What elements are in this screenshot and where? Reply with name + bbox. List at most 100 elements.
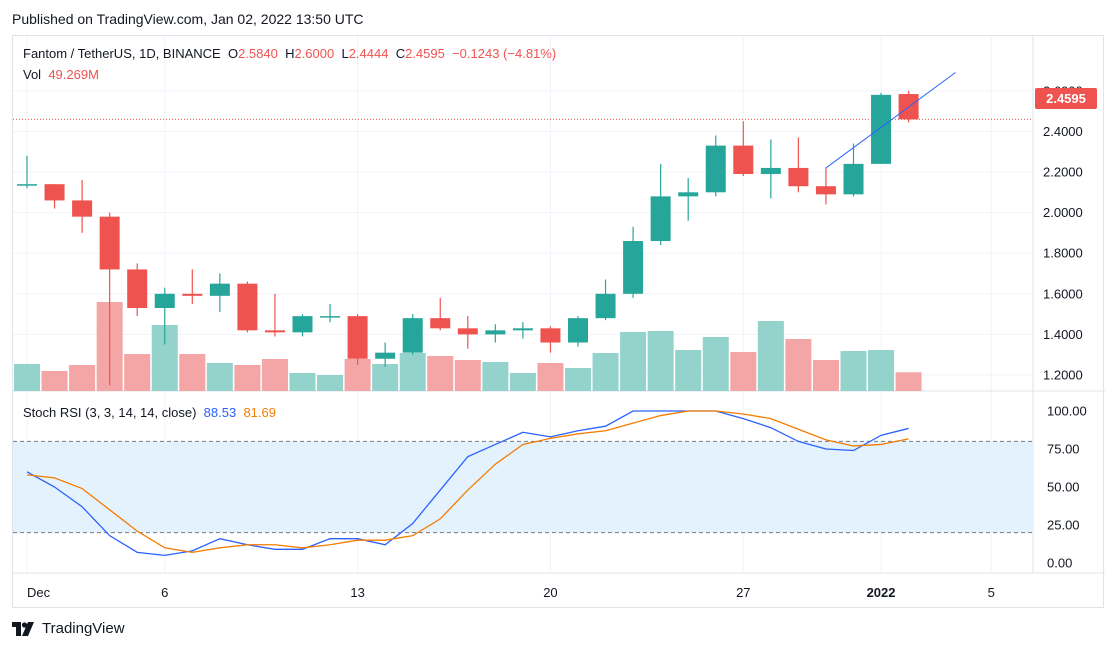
volume-bar <box>317 375 344 391</box>
volume-bar <box>895 372 922 391</box>
volume-bar <box>702 337 729 391</box>
volume-bar <box>785 339 812 391</box>
volume-bar <box>14 364 40 391</box>
high-label: H <box>285 46 295 61</box>
candle-body <box>375 352 396 359</box>
candle-body <box>182 293 203 296</box>
price-tick-label: 1.8000 <box>1043 246 1083 261</box>
stoch-rsi-label[interactable]: Stoch RSI (3, 3, 14, 14, close) <box>23 405 197 420</box>
price-tick-label: 2.4000 <box>1043 124 1083 139</box>
candle-body <box>815 186 836 195</box>
volume-bar <box>289 373 316 391</box>
open-label: O <box>227 46 239 61</box>
candle-body <box>871 94 892 164</box>
volume-bar <box>537 363 564 391</box>
candle-body <box>457 328 478 335</box>
time-tick-label: 27 <box>736 585 750 600</box>
volume-bar <box>840 351 867 391</box>
candle-body <box>540 328 561 343</box>
volume-bar <box>124 354 151 391</box>
candle-body <box>843 163 864 195</box>
close-label: C <box>395 46 406 61</box>
candle-body <box>678 192 699 197</box>
candle-body <box>623 241 644 294</box>
candle-body <box>760 167 781 175</box>
volume-legend: Vol 49.269M <box>23 67 99 82</box>
candle-body <box>568 318 588 343</box>
chart-canvas[interactable]: 2.6000 2.4000 2.2000 2.0000 1.8000 1.6000 1.40… <box>13 36 1105 609</box>
volume-bar <box>592 353 619 391</box>
chart-frame[interactable]: 2.6000 2.4000 2.2000 2.0000 1.8000 1.6000 1.40… <box>12 35 1105 609</box>
price-tick-label: 1.4000 <box>1043 327 1083 342</box>
symbol-legend: Fantom / TetherUS, 1D, BINANCE O2.5840 H… <box>23 46 556 61</box>
volume-bar <box>234 365 261 391</box>
price-tick-label: 1.2000 <box>1043 368 1083 383</box>
stoch-rsi-d-value: 81.69 <box>243 405 276 420</box>
stoch-rsi-tick-label: 50.00 <box>1047 480 1080 495</box>
published-caption: Published on TradingView.com, Jan 02, 20… <box>12 11 364 27</box>
time-tick-label: 2022 <box>867 585 896 600</box>
volume-bar <box>482 362 509 391</box>
trend-line <box>825 72 956 169</box>
open-value: 2.5840 <box>238 46 278 61</box>
candle-body <box>154 293 175 309</box>
volume-bar <box>206 363 233 391</box>
price-tick-label: 2.2000 <box>1043 165 1083 180</box>
stoch-rsi-tick-label: 100.00 <box>1047 404 1087 419</box>
time-tick-label: 13 <box>350 585 364 600</box>
candle-body <box>264 330 285 333</box>
stoch-rsi-d-line <box>26 410 909 554</box>
close-value: 2.4595 <box>405 46 445 61</box>
stoch-rsi-k-line <box>26 410 909 557</box>
candle-body <box>788 167 809 187</box>
candle-body <box>99 216 120 270</box>
candle-body <box>402 318 423 353</box>
candle-body <box>595 293 616 319</box>
tradingview-logo-icon <box>12 621 34 636</box>
volume-bar <box>675 350 702 391</box>
low-value: 2.4444 <box>348 46 389 61</box>
candle-body <box>485 330 506 335</box>
stoch-rsi-tick-label: 25.00 <box>1047 518 1080 533</box>
candle-body <box>705 145 726 193</box>
volume-bar <box>757 321 784 391</box>
volume-bar <box>812 360 839 391</box>
time-tick-label: 5 <box>988 585 995 600</box>
candle-body <box>17 184 37 186</box>
volume-bar <box>69 365 96 391</box>
candle-body <box>44 184 65 201</box>
change-value: −0.1243 (−4.81%) <box>452 46 557 61</box>
stoch-rsi-legend: Stoch RSI (3, 3, 14, 14, close) 88.53 81… <box>23 405 276 420</box>
price-tick-label: 2.0000 <box>1043 205 1083 220</box>
stoch-rsi-k-value: 88.53 <box>203 405 237 420</box>
volume-bar <box>399 353 426 391</box>
stoch-rsi-tick-label: 0.00 <box>1047 556 1072 571</box>
candle-body <box>292 316 313 333</box>
candle-body <box>320 316 341 318</box>
volume-bar <box>647 331 674 391</box>
volume-bar <box>41 371 68 391</box>
volume-label[interactable]: Vol <box>23 67 42 82</box>
volume-bar <box>427 356 454 391</box>
candle-body <box>72 200 93 217</box>
candle-body <box>237 283 258 331</box>
volume-value: 49.269M <box>48 67 99 82</box>
volume-bar <box>454 360 481 391</box>
symbol-name[interactable]: Fantom / TetherUS, 1D, BINANCE <box>23 46 221 61</box>
candle-body <box>430 318 451 329</box>
candle-body <box>209 283 230 296</box>
volume-bar <box>565 368 591 391</box>
last-price-badge: 2.4595 <box>1035 88 1097 109</box>
volume-bar <box>509 373 536 391</box>
volume-bar <box>620 332 647 391</box>
time-tick-label: 20 <box>543 585 557 600</box>
brand-name: TradingView <box>42 620 125 637</box>
volume-bar <box>730 352 757 391</box>
volume-bar <box>261 359 288 391</box>
candle-body <box>347 316 368 359</box>
price-tick-label: 1.6000 <box>1043 286 1083 301</box>
low-label: L <box>341 46 349 61</box>
candle-body <box>127 269 148 309</box>
high-value: 2.6000 <box>294 46 335 61</box>
tradingview-brand[interactable]: TradingView <box>12 620 125 637</box>
